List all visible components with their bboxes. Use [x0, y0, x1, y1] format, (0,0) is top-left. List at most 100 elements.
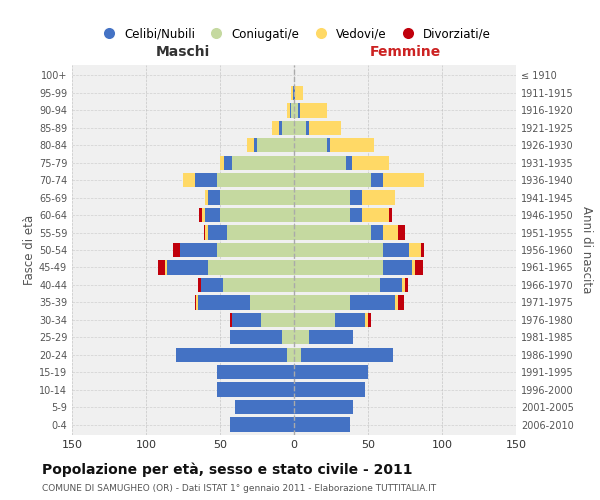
Bar	[294, 103, 298, 118]
Bar	[173, 243, 180, 257]
Bar	[380, 278, 402, 292]
Text: Maschi: Maschi	[156, 45, 210, 59]
Bar	[230, 312, 232, 327]
Bar	[368, 312, 371, 327]
Bar	[204, 226, 205, 239]
Bar	[402, 278, 405, 292]
Bar	[227, 226, 294, 239]
Bar	[362, 190, 395, 205]
Bar	[232, 312, 262, 327]
Bar	[294, 243, 383, 257]
Bar	[291, 86, 293, 100]
Bar	[294, 295, 350, 310]
Bar	[301, 348, 393, 362]
Bar	[352, 156, 389, 170]
Bar	[290, 103, 291, 118]
Bar	[247, 138, 254, 152]
Bar	[165, 260, 167, 274]
Bar	[217, 173, 294, 188]
Bar	[196, 295, 198, 310]
Text: Popolazione per età, sesso e stato civile - 2011: Popolazione per età, sesso e stato civil…	[42, 462, 413, 477]
Bar	[309, 120, 341, 135]
Bar	[230, 418, 294, 432]
Bar	[205, 208, 220, 222]
Bar	[294, 156, 346, 170]
Bar	[371, 173, 383, 188]
Bar	[198, 278, 201, 292]
Bar	[421, 243, 424, 257]
Bar	[232, 156, 294, 170]
Bar	[365, 312, 368, 327]
Bar	[294, 278, 380, 292]
Bar	[383, 243, 409, 257]
Y-axis label: Anni di nascita: Anni di nascita	[580, 206, 593, 294]
Bar	[294, 312, 335, 327]
Bar	[389, 208, 392, 222]
Bar	[395, 295, 398, 310]
Bar	[183, 173, 195, 188]
Bar	[329, 138, 374, 152]
Bar	[295, 86, 303, 100]
Bar	[294, 190, 350, 205]
Bar	[208, 260, 294, 274]
Bar	[398, 295, 404, 310]
Bar	[294, 120, 306, 135]
Bar	[291, 103, 294, 118]
Bar	[326, 138, 329, 152]
Bar	[294, 348, 301, 362]
Bar	[282, 330, 294, 344]
Bar	[409, 243, 421, 257]
Bar	[294, 226, 371, 239]
Bar	[257, 138, 294, 152]
Bar	[176, 348, 287, 362]
Bar	[405, 278, 408, 292]
Bar	[293, 86, 294, 100]
Bar	[272, 120, 279, 135]
Bar	[287, 348, 294, 362]
Bar	[195, 295, 196, 310]
Bar	[383, 226, 398, 239]
Text: Femmine: Femmine	[370, 45, 440, 59]
Bar	[208, 190, 220, 205]
Bar	[306, 120, 309, 135]
Bar	[294, 418, 350, 432]
Bar	[412, 260, 415, 274]
Bar	[262, 312, 294, 327]
Bar	[158, 260, 165, 274]
Bar	[282, 120, 294, 135]
Bar	[350, 208, 362, 222]
Y-axis label: Fasce di età: Fasce di età	[23, 215, 36, 285]
Bar	[294, 260, 383, 274]
Bar	[254, 138, 257, 152]
Bar	[350, 295, 395, 310]
Bar	[217, 365, 294, 380]
Bar	[279, 120, 282, 135]
Bar	[294, 382, 365, 397]
Bar	[294, 330, 309, 344]
Bar	[230, 330, 282, 344]
Bar	[250, 295, 294, 310]
Bar	[362, 208, 389, 222]
Bar	[199, 208, 202, 222]
Bar	[235, 400, 294, 414]
Bar	[287, 103, 290, 118]
Bar	[383, 260, 412, 274]
Bar	[294, 138, 326, 152]
Bar	[294, 365, 368, 380]
Bar	[195, 173, 217, 188]
Bar	[224, 156, 232, 170]
Bar	[201, 278, 223, 292]
Bar	[298, 103, 300, 118]
Bar	[300, 103, 326, 118]
Bar	[220, 190, 294, 205]
Bar	[217, 243, 294, 257]
Legend: Celibi/Nubili, Coniugati/e, Vedovi/e, Divorziati/e: Celibi/Nubili, Coniugati/e, Vedovi/e, Di…	[92, 23, 496, 45]
Bar	[294, 208, 350, 222]
Bar	[223, 278, 294, 292]
Bar	[415, 260, 423, 274]
Bar	[383, 173, 424, 188]
Bar	[180, 243, 217, 257]
Bar	[220, 156, 224, 170]
Bar	[208, 226, 227, 239]
Bar	[205, 190, 208, 205]
